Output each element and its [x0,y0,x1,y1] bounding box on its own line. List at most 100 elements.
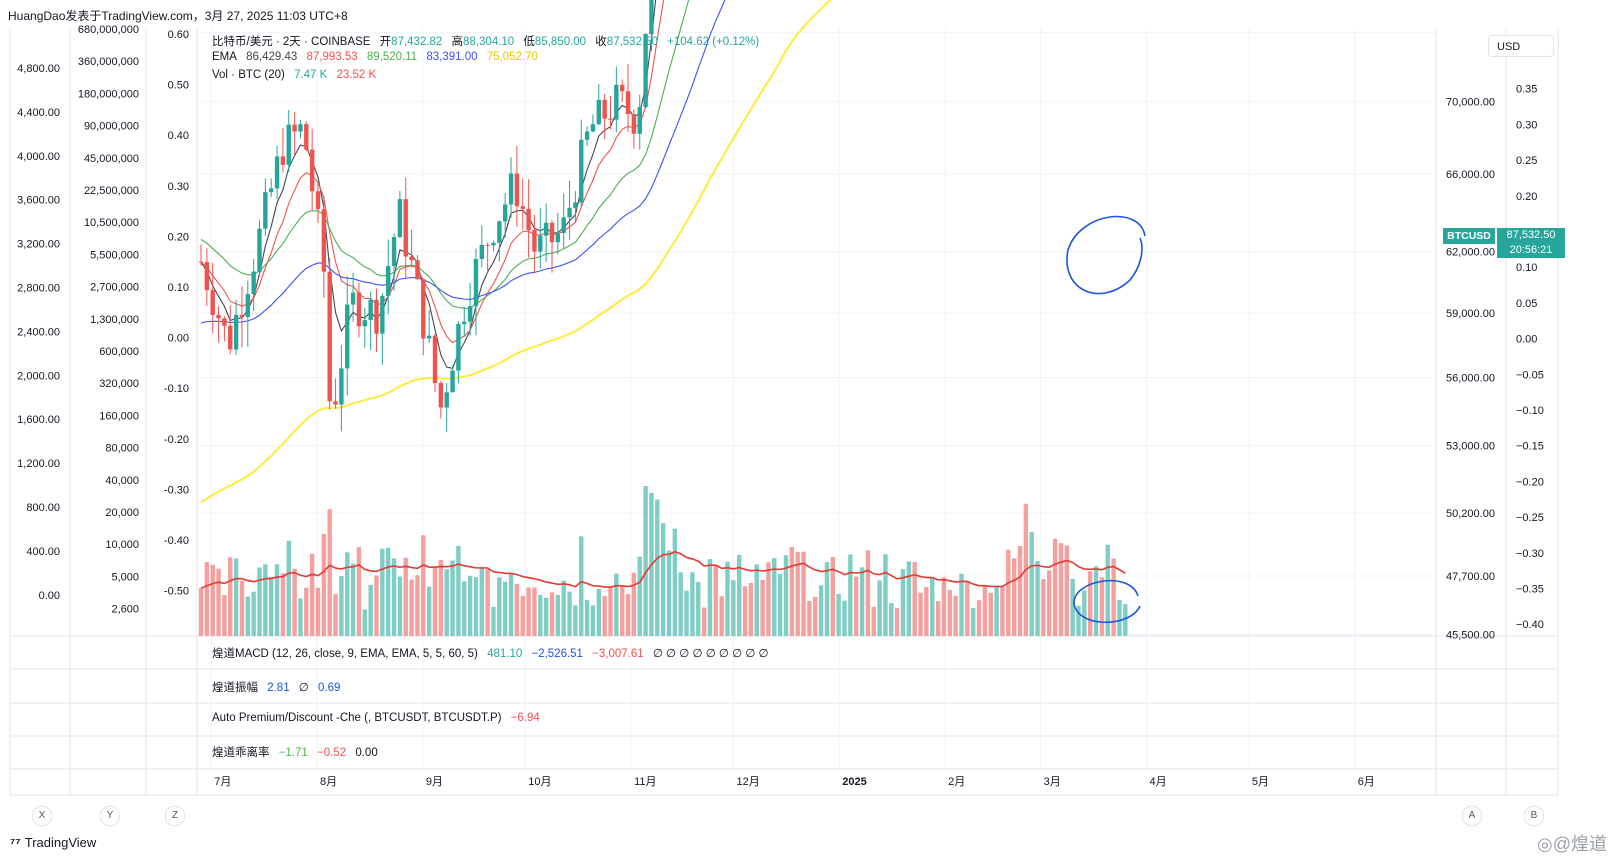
candle-body [345,304,350,369]
candle-body [286,124,291,165]
volume-bar [520,595,525,636]
candle-body [409,256,414,261]
axis-button-z[interactable]: Z [165,806,185,826]
volume-bar [1035,561,1040,636]
premium-pane-label[interactable]: Auto Premium/Discount -Che (, BTCUSDT, B… [212,712,546,724]
price-axis[interactable]: 70,000.00 66,000.00 62,000.00 59,000.00 56,0… [1446,96,1495,641]
candle-body [549,222,555,243]
right-axis-2-label: 0.10 [1516,262,1537,274]
left-axis-1-label: 3,600.00 [17,195,60,207]
volume-bar [304,587,309,636]
volume-circle-drawing [1073,579,1141,623]
left-axis-2-label: 600,000 [99,346,139,358]
tradingview-logo[interactable]: ⁷⁷ TradingView [10,835,97,850]
volume-bar [1117,599,1122,636]
volume-bar [538,594,543,636]
right-axis-2-label: 0.30 [1516,119,1537,131]
right-axis-2-label: −0.10 [1516,405,1544,417]
volume-bar [865,550,871,636]
volume-bar [590,605,596,636]
volume-bar [889,603,894,636]
left-axis-1[interactable]: 4,800.00 4,400.00 4,000.00 3,600.00 3,200.00… [17,63,60,602]
candle-body [233,314,239,350]
volume-bar [1058,543,1064,636]
volume-bar [807,601,812,636]
volume-bar [760,579,765,636]
volume-bar [503,581,508,636]
volume-bar [596,588,601,636]
time-axis-label: 12月 [736,776,759,788]
volume-bar [368,584,373,636]
left-axis-1-label: 2,800.00 [17,283,60,295]
volume-bar [216,568,221,636]
volume-bar [280,573,286,636]
price-axis-label: 70,000.00 [1446,96,1495,108]
user-drawings [1066,215,1146,623]
volume-bar [485,568,490,636]
candle-body [321,209,327,272]
price-axis-label: 62,000.00 [1446,247,1495,259]
volume-bar [684,590,689,636]
volume-bar [1000,586,1005,636]
volume-bar [362,609,367,636]
left-axis-3-label: -0.50 [164,586,189,598]
candle-body [222,318,227,326]
volume-bar [637,556,642,636]
volume-bar [444,569,449,636]
volume-bar [801,551,806,636]
macd-value-1: 481.10 [487,648,523,660]
left-axis-1-label: 2,000.00 [17,370,60,382]
time-axis-label: 2月 [948,776,965,788]
deviation-pane-label[interactable]: 煌道乖离率 −1.71 −0.52 0.00 [212,744,384,760]
ema-lines [200,0,832,504]
volume-bar [941,577,947,636]
volume-bar [976,600,982,636]
volume-bar [508,574,514,636]
price-axis-label: 53,000.00 [1446,441,1495,453]
volume-legend[interactable]: Vol · BTC (20) 7.47 K 23.52 K [212,69,382,81]
volume-bar [1006,549,1011,636]
candle-body [216,314,221,319]
left-axis-1-label: 400.00 [26,546,60,558]
right-axis-2-label: 0.20 [1516,191,1537,203]
axis-button-a[interactable]: A [1462,806,1482,826]
currency-button[interactable]: USD [1488,35,1554,57]
volume-bar [327,509,332,636]
time-axis-label: 8月 [320,776,337,788]
candle-body [298,124,303,132]
symbol-legend[interactable]: 比特币/美元 · 2天 · COINBASE 开87,432.82 高88,30… [212,33,765,49]
axis-button-b[interactable]: B [1524,806,1544,826]
volume-bar [222,594,227,636]
volume-bar [245,596,250,636]
time-axis-label: 4月 [1149,776,1166,788]
left-axis-3[interactable]: 0.60 0.50 0.40 0.30 0.20 0.10 0.00 -0.10 -0.20 -0… [164,29,189,598]
volume-bar [274,564,280,636]
time-axis[interactable]: 7月 8月 9月 10月 11月 12月 2025 2月 3月 4月 5月 6月 [214,776,1375,788]
volume-bar [573,605,578,636]
amplitude-pane-label[interactable]: 煌道振幅 2.81 ∅ 0.69 [212,679,346,695]
candle-body [362,320,367,327]
axis-button-y[interactable]: Y [100,806,120,826]
left-axis-2[interactable]: 680,000,000 360,000,000 180,000,000 90,000,… [78,24,139,616]
candle-body [397,199,403,238]
macd-pane-label[interactable]: 煌道MACD (12, 26, close, 9, EMA, EMA, 5, 5… [212,645,775,661]
volume-bar [298,598,303,636]
candle-body [567,207,572,218]
low-label: 低 [523,36,535,48]
candle-body [620,84,625,92]
volume-bar [813,596,818,636]
candle-body [327,271,332,402]
volume-bar [228,557,233,636]
change-value: +104.62 (+0.12%) [667,36,760,48]
candle-body [532,230,537,252]
left-axis-1-label: 4,400.00 [17,107,60,119]
axis-button-x[interactable]: X [32,806,52,826]
ema-legend[interactable]: EMA 86,429.43 87,993.53 89,520.11 83,391… [212,51,544,63]
amplitude-label: 煌道振幅 [212,682,258,694]
premium-value: −6.94 [510,712,540,724]
amplitude-value-1: 2.81 [267,682,290,694]
time-axis-label: 7月 [214,776,231,788]
left-axis-3-label: 0.30 [168,181,189,193]
candle-body [438,383,444,408]
